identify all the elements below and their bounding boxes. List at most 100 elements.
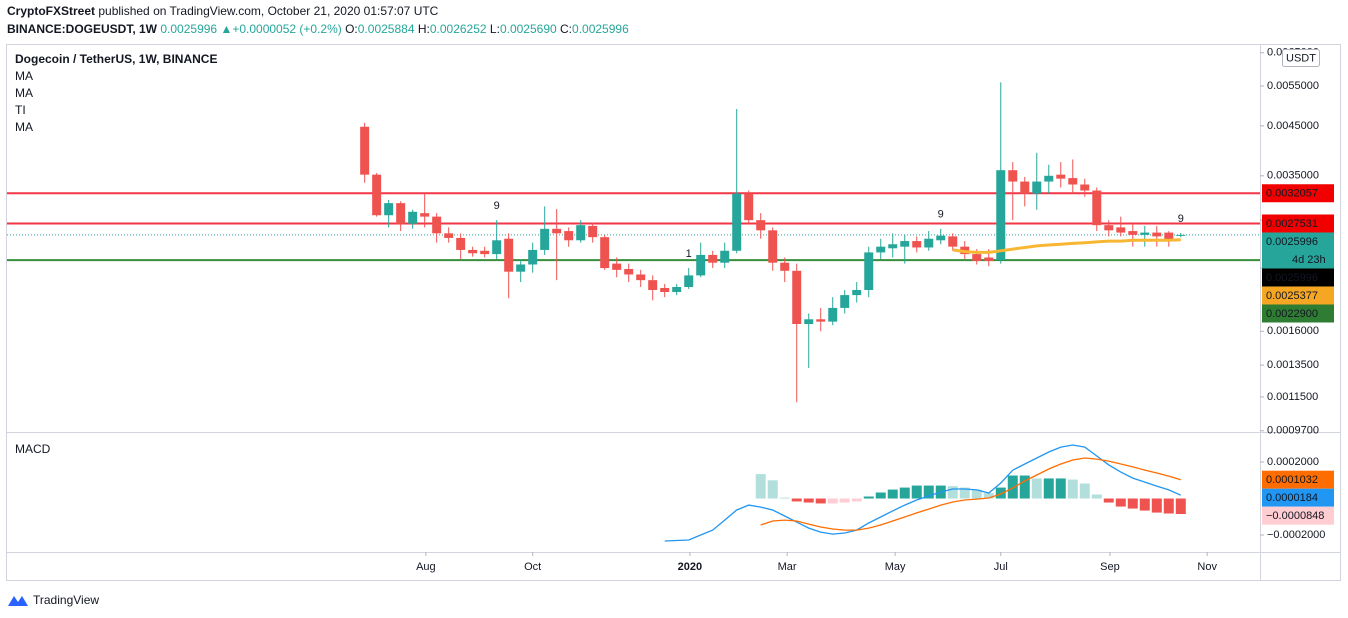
histogram-bar (1103, 498, 1114, 503)
currency-box (1282, 49, 1320, 67)
candle-body (888, 244, 898, 249)
candle-body (396, 203, 406, 224)
candle-body (804, 319, 814, 325)
candle-body (948, 236, 958, 247)
candle-body (720, 250, 730, 263)
histogram-bar (767, 480, 778, 499)
candle-body (696, 254, 706, 276)
y-tick-label: 0.0013500 (1267, 359, 1319, 371)
histogram-bar (755, 474, 766, 499)
price-label-box (1262, 184, 1334, 203)
histogram-bar (1007, 475, 1018, 499)
y-tick-label: 0.0011500 (1267, 391, 1318, 403)
candle-body (768, 230, 778, 263)
x-tick-label: Oct (524, 561, 541, 573)
x-tick-label: Nov (1197, 561, 1217, 573)
candle-body (468, 249, 478, 254)
y-tick-label: 0.0009700 (1267, 425, 1319, 437)
countdown: 4d 23h (1292, 254, 1326, 266)
histogram-bar (959, 487, 970, 499)
o-label: O: (345, 22, 358, 36)
open: 0.0025884 (357, 22, 415, 36)
indicator: MA (15, 69, 33, 83)
indicator: MA (15, 120, 33, 134)
candle-body (660, 287, 670, 293)
td-count: 9 (494, 200, 500, 212)
candle-body (1092, 190, 1102, 226)
moving-average (952, 238, 1181, 254)
candle-body (780, 262, 790, 271)
logo-icon (8, 596, 28, 606)
histogram-bar (899, 487, 910, 499)
y-tick-label: 0.0035000 (1267, 170, 1319, 182)
candle-body (1056, 174, 1066, 179)
published: published on TradingView.com, October 21… (98, 4, 439, 18)
candle-body (840, 295, 850, 308)
histogram-bar (875, 492, 886, 499)
candle-body (792, 270, 802, 325)
candle-body (408, 211, 418, 224)
histogram-bar (1115, 498, 1126, 507)
candle-body (1020, 181, 1030, 194)
candle-body (900, 241, 910, 247)
candle-body (432, 216, 442, 234)
histogram-bar (779, 497, 790, 499)
publisher: CryptoFXStreet (7, 4, 96, 18)
candle-body (756, 220, 766, 231)
td-count: 9 (938, 209, 944, 221)
l-label: L: (489, 22, 500, 36)
candle-body (1008, 170, 1018, 182)
histogram-bar (1175, 498, 1186, 515)
histogram-bar (851, 498, 862, 502)
candle-body (1176, 234, 1186, 236)
candle-body (816, 319, 826, 322)
histogram-bar (995, 487, 1006, 499)
histogram-bar (923, 485, 934, 499)
candle-body (588, 225, 598, 238)
histogram-bar (971, 489, 982, 499)
price-label-box (1262, 214, 1334, 233)
candle-body (420, 213, 430, 217)
td-count: 9 (1178, 213, 1184, 225)
td-count: 1 (686, 248, 692, 260)
candle-body (924, 238, 934, 248)
symbol: BINANCE:DOGEUSDT, 1W (7, 22, 158, 36)
price-label: 0.0025996 (1266, 236, 1318, 248)
x-tick-label: 2020 (678, 561, 702, 573)
histogram-bar (947, 486, 958, 499)
candle-body (624, 268, 634, 275)
candle-body (516, 264, 526, 272)
macd-title: MACD (15, 442, 51, 456)
price-label-box (1262, 286, 1334, 305)
candle-body (708, 254, 718, 263)
candle-body (1032, 181, 1042, 194)
candle-body (828, 307, 838, 322)
histogram-bar (1055, 478, 1066, 499)
macd-line (664, 444, 1182, 542)
x-tick-label: Aug (416, 561, 436, 573)
candle-body (684, 275, 694, 287)
candle-body (612, 263, 622, 270)
histogram-bar (1091, 494, 1102, 499)
price-label: 0.0022900 (1266, 308, 1318, 320)
candle-body (996, 170, 1006, 261)
histogram-bar (827, 498, 838, 504)
histogram-bar (791, 498, 802, 502)
histogram-bar (1163, 498, 1174, 514)
candle-body (444, 233, 454, 238)
marks: 0.00650000.00550000.00450000.00350000.00… (7, 47, 1325, 573)
currency: USDT (1286, 52, 1316, 64)
candle-body (648, 280, 658, 290)
candle-body (936, 235, 946, 241)
frame (6, 44, 1341, 581)
last: 0.0025996 (160, 22, 218, 36)
y-tick-label: 0.0002000 (1267, 456, 1319, 468)
candle-body (1140, 232, 1150, 235)
histogram-bar (1019, 475, 1030, 499)
candle-body (1068, 178, 1078, 185)
candle-body (744, 193, 754, 221)
histogram-bar (863, 496, 874, 499)
countdown-box (1262, 250, 1334, 269)
